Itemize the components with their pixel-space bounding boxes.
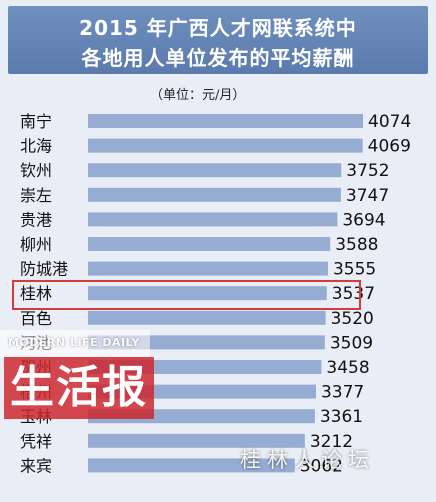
unit-label: （单位：元/月） <box>150 88 246 103</box>
bar <box>88 237 331 251</box>
value-label: 4074 <box>368 112 411 132</box>
bar <box>88 458 295 473</box>
category-label: 百色 <box>20 309 52 328</box>
value-label: 4069 <box>368 137 411 157</box>
value-label: 3377 <box>321 383 364 403</box>
category-label: 凭祥 <box>20 432 52 451</box>
bar <box>88 114 363 128</box>
bar <box>88 433 305 448</box>
value-label: 3694 <box>342 210 385 230</box>
category-label: 防城港 <box>20 260 68 279</box>
value-label: 3062 <box>300 456 343 476</box>
category-label: 北海 <box>20 137 52 156</box>
value-label: 3212 <box>310 432 353 452</box>
bar <box>88 310 326 325</box>
watermark-forum-text: 桂林人论坛 <box>240 448 375 472</box>
category-label: 柳州 <box>20 235 52 254</box>
bar <box>88 261 328 276</box>
chart-title-line2: 各地用人单位发布的平均薪酬 <box>81 46 355 70</box>
value-label: 3520 <box>331 309 374 329</box>
value-label: 3537 <box>332 284 375 304</box>
value-label: 3588 <box>335 235 378 255</box>
value-label: 3509 <box>330 333 373 353</box>
value-label: 3361 <box>320 407 363 427</box>
bar <box>88 163 342 178</box>
watermark-strip <box>0 330 150 358</box>
bar <box>88 138 363 153</box>
category-label: 来宾 <box>20 456 52 475</box>
bar <box>88 286 327 301</box>
bar <box>88 187 341 202</box>
watermark-logo: 生活报 <box>4 357 154 419</box>
highlight-box-guilin <box>12 280 361 310</box>
value-label: 3555 <box>333 260 376 280</box>
value-label: 3752 <box>346 161 389 181</box>
bar <box>88 212 338 227</box>
category-label: 南宁 <box>20 112 52 131</box>
category-label: 贵港 <box>20 210 52 229</box>
watermark-english-text: MODERN LIFE DAILY <box>8 336 140 349</box>
category-label: 桂林 <box>20 284 52 303</box>
value-label: 3747 <box>346 186 389 206</box>
category-label: 崇左 <box>20 186 52 205</box>
chart-title-line1: 2015 年广西人才网联系统中 <box>79 16 357 40</box>
chart-header: 2015 年广西人才网联系统中 各地用人单位发布的平均薪酬 <box>8 6 428 74</box>
category-label: 钦州 <box>20 161 52 180</box>
value-label: 3458 <box>326 358 369 378</box>
